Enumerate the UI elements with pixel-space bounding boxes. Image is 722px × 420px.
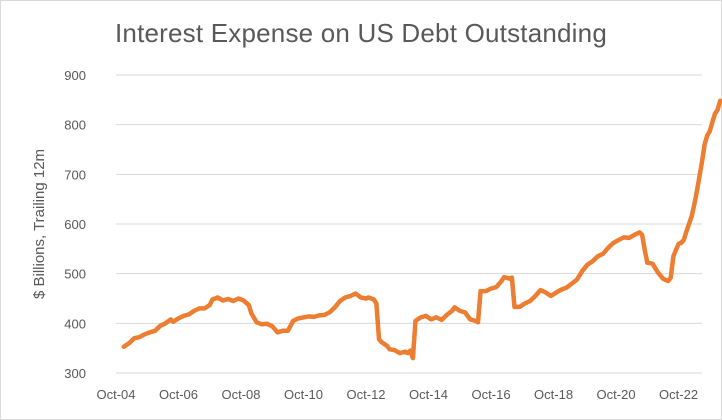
- chart-title: Interest Expense on US Debt Outstanding: [115, 18, 607, 48]
- y-tick-label: 600: [64, 217, 86, 232]
- y-tick-label: 400: [64, 316, 86, 331]
- x-tick-label: Oct-20: [597, 387, 636, 402]
- x-axis-ticks: Oct-04 Oct-06 Oct-08 Oct-10 Oct-12 Oct-14 Oct-…: [96, 387, 698, 402]
- x-tick-label: Oct-12: [347, 387, 386, 402]
- x-tick-label: Oct-18: [534, 387, 573, 402]
- y-axis-label: $ Billions, Trailing 12m: [31, 149, 48, 299]
- x-tick-label: Oct-06: [159, 387, 198, 402]
- series-line: [121, 98, 722, 361]
- y-axis-ticks: 300 400 500 600 700 800 900: [64, 68, 86, 381]
- y-tick-label: 500: [64, 267, 86, 282]
- x-tick-label: Oct-10: [284, 387, 323, 402]
- y-tick-label: 300: [64, 366, 86, 381]
- x-tick-label: Oct-14: [409, 387, 448, 402]
- x-tick-label: Oct-16: [472, 387, 511, 402]
- gridlines: [116, 74, 702, 324]
- x-tick-label: Oct-22: [659, 387, 698, 402]
- x-tick-label: Oct-04: [96, 387, 135, 402]
- y-tick-label: 800: [64, 118, 86, 133]
- y-tick-label: 700: [64, 167, 86, 182]
- x-tick-label: Oct-08: [222, 387, 261, 402]
- y-tick-label: 900: [64, 68, 86, 83]
